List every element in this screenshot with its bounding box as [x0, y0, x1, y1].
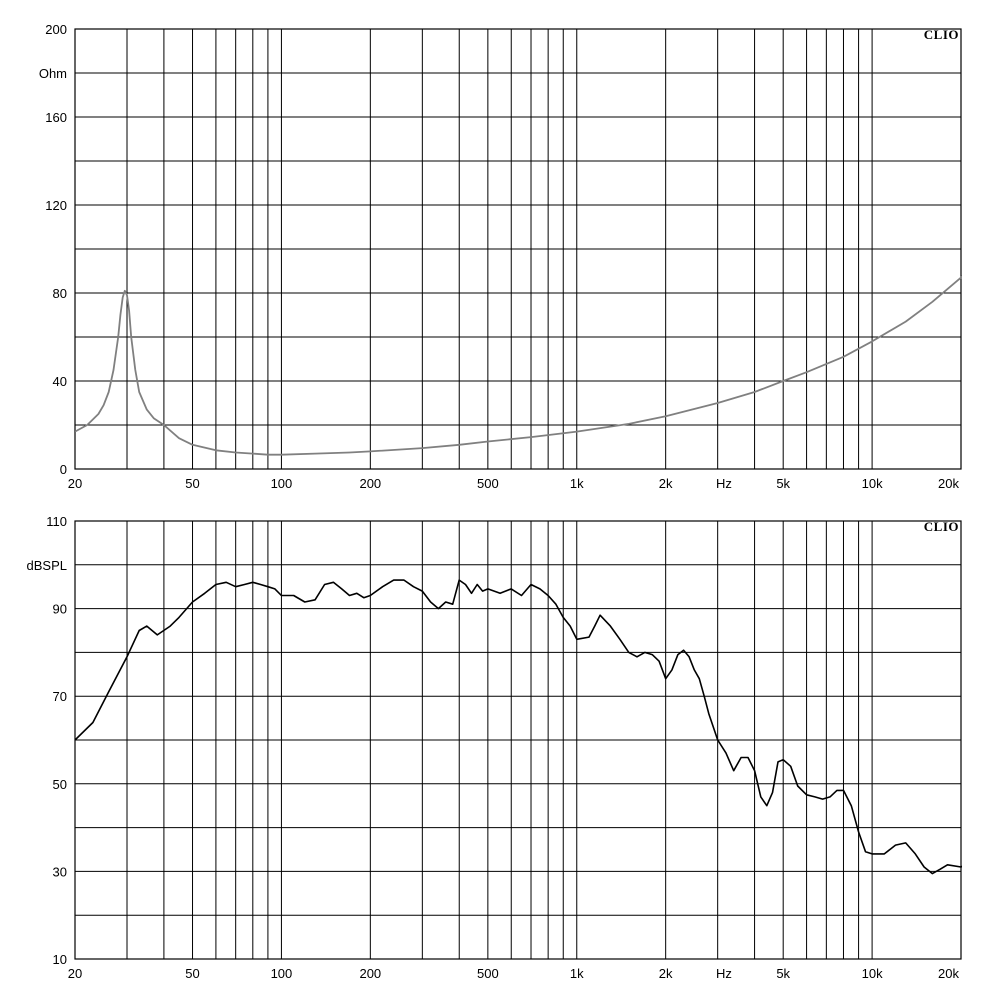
- x-tick-label: 100: [271, 966, 293, 981]
- y-tick-label: 30: [53, 864, 67, 879]
- y-tick-label: 0: [60, 462, 67, 477]
- x-tick-label: 200: [359, 476, 381, 491]
- x-axis-unit-label: Hz: [716, 966, 732, 981]
- x-tick-label: 20k: [938, 966, 959, 981]
- x-tick-label: 10k: [862, 966, 883, 981]
- spl-chart: 110 90 70 50 30 10 dBSPL 20 50 100 200 500 1k 2k 5k 10k…: [27, 514, 962, 981]
- y-tick-label: 40: [53, 374, 67, 389]
- y-tick-label: 50: [53, 777, 67, 792]
- x-tick-label: 5k: [776, 476, 790, 491]
- y-axis-unit-label: dBSPL: [27, 558, 67, 573]
- impedance-curve: [75, 275, 962, 456]
- x-tick-label: 1k: [570, 966, 584, 981]
- clio-brand-label: CLIO: [924, 27, 959, 42]
- x-tick-label: 10k: [862, 476, 883, 491]
- y-tick-label: 200: [45, 22, 67, 37]
- impedance-chart: 200 160 120 80 40 0 Ohm 20 50 100 200 500 1k 2k 5k 10k 2…: [39, 22, 962, 491]
- y-tick-label: 70: [53, 689, 67, 704]
- x-tick-label: 20k: [938, 476, 959, 491]
- y-tick-label: 90: [53, 602, 67, 617]
- x-tick-label: 20: [68, 966, 82, 981]
- spl-curve: [75, 579, 962, 875]
- y-tick-label: 80: [53, 286, 67, 301]
- x-tick-label: 500: [477, 476, 499, 491]
- x-tick-label: 100: [271, 476, 293, 491]
- x-tick-label: 1k: [570, 476, 584, 491]
- y-tick-label: 160: [45, 110, 67, 125]
- x-tick-label: 2k: [659, 966, 673, 981]
- y-axis-unit-label: Ohm: [39, 66, 67, 81]
- x-tick-label: 500: [477, 966, 499, 981]
- x-tick-label: 50: [185, 966, 199, 981]
- x-tick-label: 200: [359, 966, 381, 981]
- x-axis-unit-label: Hz: [716, 476, 732, 491]
- y-tick-label: 110: [46, 514, 67, 529]
- y-tick-label: 10: [53, 952, 67, 967]
- x-tick-label: 5k: [776, 966, 790, 981]
- clio-brand-label: CLIO: [924, 519, 959, 534]
- x-tick-label: 2k: [659, 476, 673, 491]
- x-tick-label: 20: [68, 476, 82, 491]
- y-tick-label: 120: [45, 198, 67, 213]
- x-tick-label: 50: [185, 476, 199, 491]
